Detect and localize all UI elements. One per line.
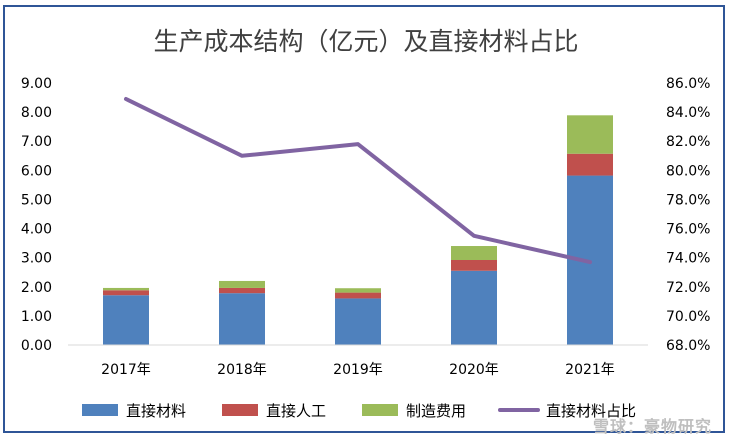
left-tick-label: 8.00 [21, 105, 52, 121]
bar-直接材料 [219, 293, 265, 345]
right-tick-label: 80.0% [666, 163, 710, 179]
bars [103, 115, 613, 345]
left-tick-label: 7.00 [21, 134, 52, 150]
right-tick-label: 78.0% [666, 192, 710, 208]
left-tick-label: 6.00 [21, 163, 52, 179]
right-tick-label: 82.0% [666, 134, 710, 150]
legend-swatch [362, 404, 398, 416]
left-tick-label: 0.00 [21, 338, 52, 354]
right-tick-label: 70.0% [666, 309, 710, 325]
line-layer [124, 97, 592, 265]
left-tick-label: 1.00 [21, 309, 52, 325]
bar-直接人工 [567, 153, 613, 176]
bar-直接人工 [219, 287, 265, 294]
bar-直接材料 [451, 270, 497, 345]
right-tick-label: 86.0% [666, 76, 710, 92]
bar-制造费用 [335, 288, 381, 293]
right-tick-label: 76.0% [666, 222, 710, 238]
left-axis: 0.00 1.00 2.00 3.00 4.00 5.00 6.00 7.00 8.00 9.00 [21, 76, 52, 354]
x-tick-label: 2020年 [449, 362, 499, 378]
right-tick-label: 84.0% [666, 105, 710, 121]
right-tick-label: 74.0% [666, 251, 710, 267]
legend-label: 直接材料 [126, 402, 186, 420]
x-tick-label: 2018年 [217, 362, 267, 378]
x-tick-label: 2021年 [565, 362, 615, 378]
legend: 直接材料 直接人工 制造费用 直接材料占比 [82, 402, 636, 420]
watermark: 雪球：豪物研究 [592, 417, 712, 436]
left-tick-label: 2.00 [21, 280, 52, 296]
legend-label: 制造费用 [406, 402, 466, 420]
legend-swatch [82, 404, 118, 416]
bar-制造费用 [451, 246, 497, 260]
left-tick-label: 5.00 [21, 192, 52, 208]
bar-直接材料 [103, 295, 149, 345]
legend-label: 直接人工 [266, 402, 326, 420]
bar-直接材料 [335, 298, 381, 345]
line-series-直接材料占比 [124, 97, 592, 265]
bar-直接人工 [335, 292, 381, 299]
legend-swatch [222, 404, 258, 416]
x-axis: 2017年 2018年 2019年 2020年 2021年 [68, 344, 648, 378]
chart-title: 生产成本结构（亿元）及直接材料占比 [153, 27, 578, 56]
bar-直接人工 [451, 259, 497, 271]
left-tick-label: 4.00 [21, 222, 52, 238]
right-tick-label: 72.0% [666, 280, 710, 296]
bar-制造费用 [567, 115, 613, 154]
bar-制造费用 [219, 280, 265, 288]
left-tick-label: 9.00 [21, 76, 52, 92]
right-axis: 68.0% 70.0% 72.0% 74.0% 76.0% 78.0% 80.0% 82.0%… [666, 76, 710, 354]
bar-制造费用 [103, 287, 149, 291]
right-tick-label: 68.0% [666, 338, 710, 354]
legend-label: 直接材料占比 [546, 402, 636, 420]
x-tick-label: 2017年 [101, 362, 151, 378]
x-tick-label: 2019年 [333, 362, 383, 378]
left-tick-label: 3.00 [21, 251, 52, 267]
bar-直接人工 [103, 290, 149, 296]
